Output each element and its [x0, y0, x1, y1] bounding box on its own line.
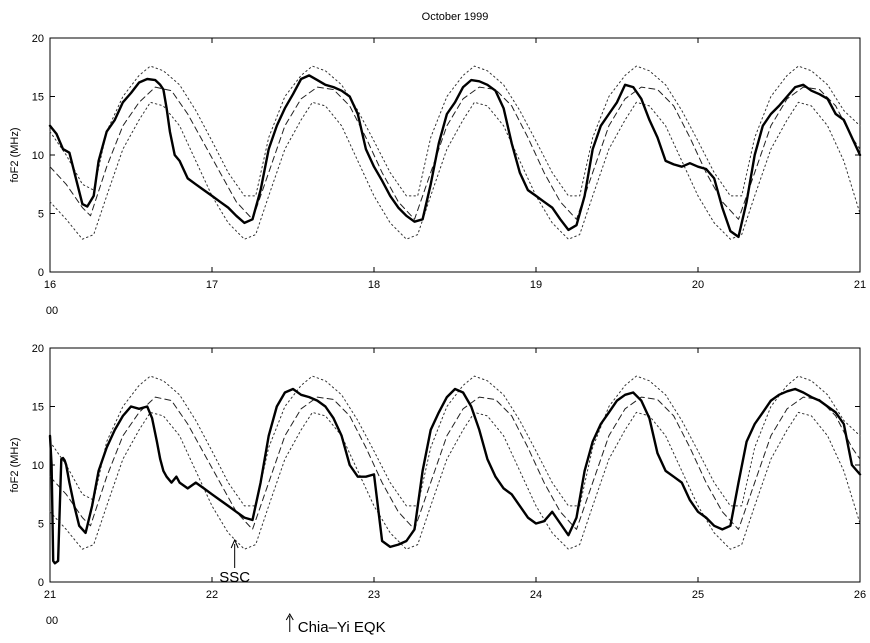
x-tick-sublabel: 00	[46, 615, 58, 627]
y-tick-label: 5	[38, 519, 44, 531]
lower-bound-line	[49, 411, 861, 550]
x-tick-label: 25	[692, 589, 704, 601]
x-tick-label: 16	[44, 279, 56, 291]
x-tick-label: 23	[368, 589, 380, 601]
x-tick-label: 24	[530, 589, 542, 601]
y-tick-label: 10	[32, 150, 44, 162]
y-tick-label: 0	[38, 577, 44, 589]
upper-bound-line	[49, 65, 861, 197]
chart-panel-1: October 1999 0 5 10 15 20 16 17 18 19 20 21 00 foF2 (…	[9, 11, 866, 317]
y-tick-label: 0	[38, 267, 44, 279]
y-axis-label: foF2 (MHz)	[9, 438, 21, 493]
plot-frame	[49, 347, 861, 583]
y-tick-label: 15	[32, 92, 44, 104]
y-tick-label: 5	[38, 209, 44, 221]
x-tick-label: 21	[854, 279, 866, 291]
x-tick-sublabel: 00	[46, 305, 58, 317]
x-tick-label: 20	[692, 279, 704, 291]
chart-title: October 1999	[422, 11, 489, 23]
upper-bound-line	[49, 375, 861, 507]
ssc-arrow-head	[230, 538, 239, 549]
lower-bound-line	[49, 101, 861, 240]
x-tick-label: 19	[530, 279, 542, 291]
eqk-label: Chia–Yi EQK	[298, 619, 386, 636]
median-line	[49, 86, 861, 220]
y-tick-label: 20	[32, 343, 44, 355]
x-tick-label: 22	[206, 589, 218, 601]
x-tick-label: 21	[44, 589, 56, 601]
x-tick-label: 18	[368, 279, 380, 291]
observed-line	[48, 74, 862, 239]
y-tick-label: 10	[32, 460, 44, 472]
y-tick-label: 15	[32, 402, 44, 414]
ssc-label: SSC	[219, 569, 250, 586]
median-line	[49, 396, 861, 530]
eqk-arrow-head	[285, 613, 294, 621]
x-tick-label: 17	[206, 279, 218, 291]
x-tick-label: 26	[854, 589, 866, 601]
observed-line	[48, 387, 862, 565]
y-tick-label: 20	[32, 33, 44, 45]
chart-panel-2: 0 5 10 15 20 21 22 23 24 25 26 00 foF2 (MHz) SSC Chia–…	[9, 343, 866, 636]
y-axis-label: foF2 (MHz)	[9, 128, 21, 183]
